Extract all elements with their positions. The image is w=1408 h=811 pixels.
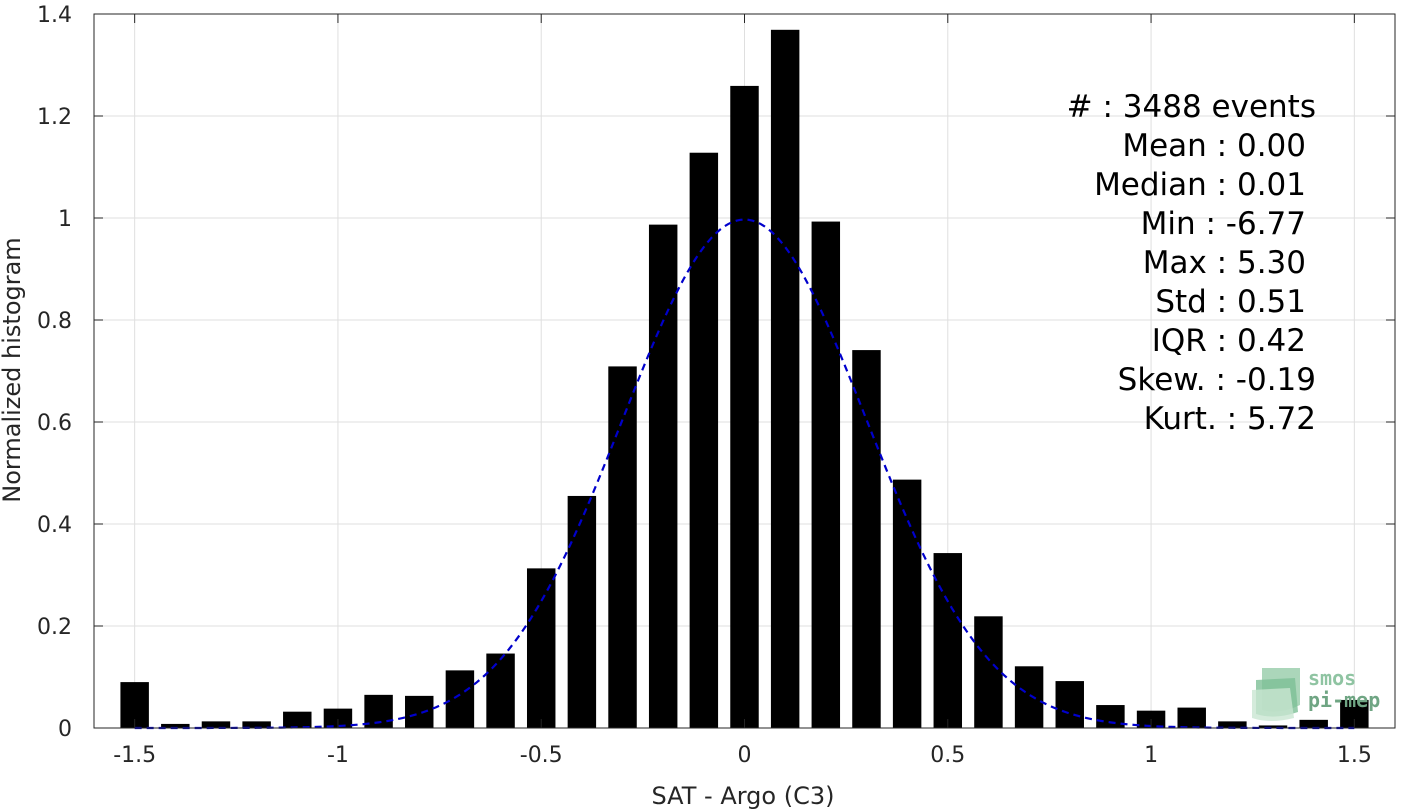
x-tick-label: 0 — [738, 743, 752, 768]
stats-line: Kurt. : 5.72 — [1144, 401, 1316, 437]
stats-line: # : 3488 events — [1067, 89, 1316, 125]
x-tick-label: -1 — [327, 743, 349, 768]
x-tick-label: -0.5 — [520, 743, 563, 768]
histogram-bar — [486, 653, 515, 728]
y-tick-label: 0 — [58, 717, 72, 742]
histogram-bar — [526, 568, 556, 728]
histogram-bar — [567, 495, 597, 728]
histogram-bar — [1096, 705, 1125, 728]
stats-line: Median : 0.01 — [1094, 167, 1306, 203]
histogram-bar — [689, 152, 719, 729]
stats-line: Mean : 0.00 — [1122, 128, 1306, 164]
x-axis-label: SAT - Argo (C3) — [652, 782, 835, 810]
stats-line: IQR : 0.42 — [1152, 323, 1306, 359]
y-tick-label: 0.8 — [37, 309, 72, 334]
histogram-bar — [933, 553, 963, 728]
logo-text-line1: smos — [1308, 666, 1356, 690]
x-axis-ticks: -1.5 -1 -0.5 0 0.5 1 1.5 — [113, 14, 1372, 768]
histogram-bar — [974, 616, 1003, 728]
y-tick-label: 1.2 — [37, 105, 72, 130]
y-axis-ticks: 0 0.2 0.4 0.6 0.8 1 1.2 1.4 — [37, 3, 1395, 742]
x-tick-label: 1 — [1144, 743, 1158, 768]
histogram-bar — [1258, 725, 1288, 728]
histogram-bars — [120, 29, 1369, 729]
y-tick-label: 0.2 — [37, 615, 72, 640]
histogram-bar — [161, 723, 190, 728]
histogram-bar — [811, 221, 841, 728]
x-tick-label: 0.5 — [930, 743, 965, 768]
y-tick-label: 0.6 — [37, 411, 72, 436]
logo-mark-icon — [1252, 668, 1300, 721]
stats-line: Std : 0.51 — [1155, 284, 1306, 320]
histogram-bar — [730, 85, 759, 728]
histogram-bar — [1218, 721, 1247, 728]
stats-line: Min : -6.77 — [1141, 206, 1306, 242]
histogram-bar — [770, 29, 800, 729]
histogram-bar — [1055, 681, 1084, 728]
y-tick-label: 0.4 — [37, 513, 72, 538]
stats-line: Skew. : -0.19 — [1118, 362, 1316, 398]
histogram-bar — [892, 479, 922, 728]
histogram-bar — [852, 350, 881, 728]
histogram-bar — [405, 695, 434, 728]
y-axis-label: Normalized histogram — [0, 237, 26, 502]
smos-pimep-logo: smos pi-mep — [1252, 666, 1380, 721]
histogram-bar — [201, 721, 231, 728]
x-tick-label: -1.5 — [113, 743, 156, 768]
histogram-bar — [648, 224, 678, 728]
histogram-bar — [1177, 707, 1206, 728]
stats-line: Max : 5.30 — [1143, 245, 1306, 281]
y-tick-label: 1.4 — [37, 3, 72, 28]
histogram-bar — [445, 670, 475, 728]
histogram-bar — [283, 711, 312, 728]
histogram-bar — [1299, 719, 1328, 728]
histogram-bar — [1014, 666, 1044, 728]
logo-text-line2: pi-mep — [1308, 688, 1380, 712]
histogram-bar — [242, 721, 271, 728]
y-tick-label: 1 — [58, 207, 72, 232]
histogram-bar — [323, 708, 353, 728]
x-tick-label: 1.5 — [1337, 743, 1372, 768]
histogram-bar — [608, 366, 637, 728]
